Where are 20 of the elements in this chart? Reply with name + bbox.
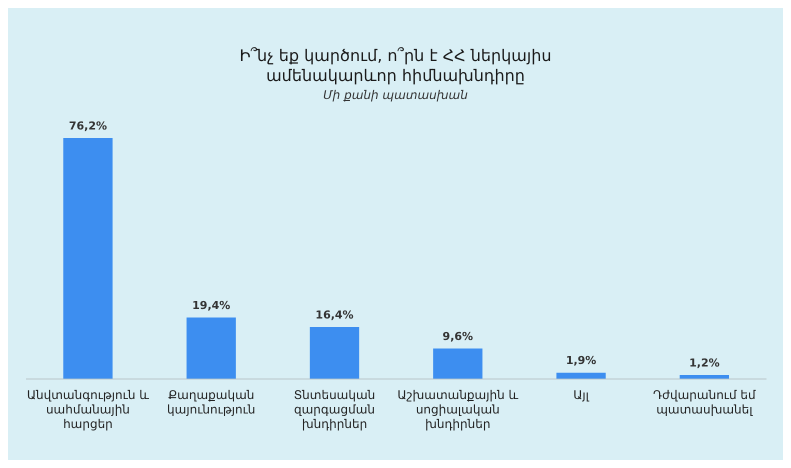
- chart-title: Ի՞նչ եք կարծում, ո՞րն է ՀՀ ներկայիս ամենակարևոր հիմնախնդիրը: [238, 46, 552, 86]
- data-label: 16,4%: [315, 308, 354, 322]
- bar: [310, 326, 360, 379]
- x-tick-label: Քաղաքական կայունություն: [167, 388, 256, 417]
- data-label: 76,2%: [68, 119, 108, 132]
- bar: [680, 375, 730, 379]
- x-tick-label: Տնտեսական զարգացման խնդիրներ: [294, 388, 376, 431]
- data-label: 1,9%: [566, 354, 596, 368]
- bar: [556, 372, 606, 379]
- x-tick-label: Աշխատանքային և սոցիալական խնդիրներ: [397, 388, 519, 431]
- x-tick-label: Դժվարանում եմ պատասխանել: [653, 388, 756, 417]
- chart-subtitle: Մի քանի պատասխան: [322, 88, 469, 102]
- data-label: 9,6%: [442, 330, 474, 343]
- x-tick-label: Այլ: [573, 388, 590, 402]
- x-tick-label: Անվտանգություն և սահմանային հարցեր: [26, 388, 150, 431]
- data-label: 1,2%: [689, 356, 720, 370]
- bar: [186, 317, 236, 379]
- data-label: 19,4%: [192, 298, 230, 312]
- bar: [63, 138, 113, 379]
- bar: [433, 348, 482, 379]
